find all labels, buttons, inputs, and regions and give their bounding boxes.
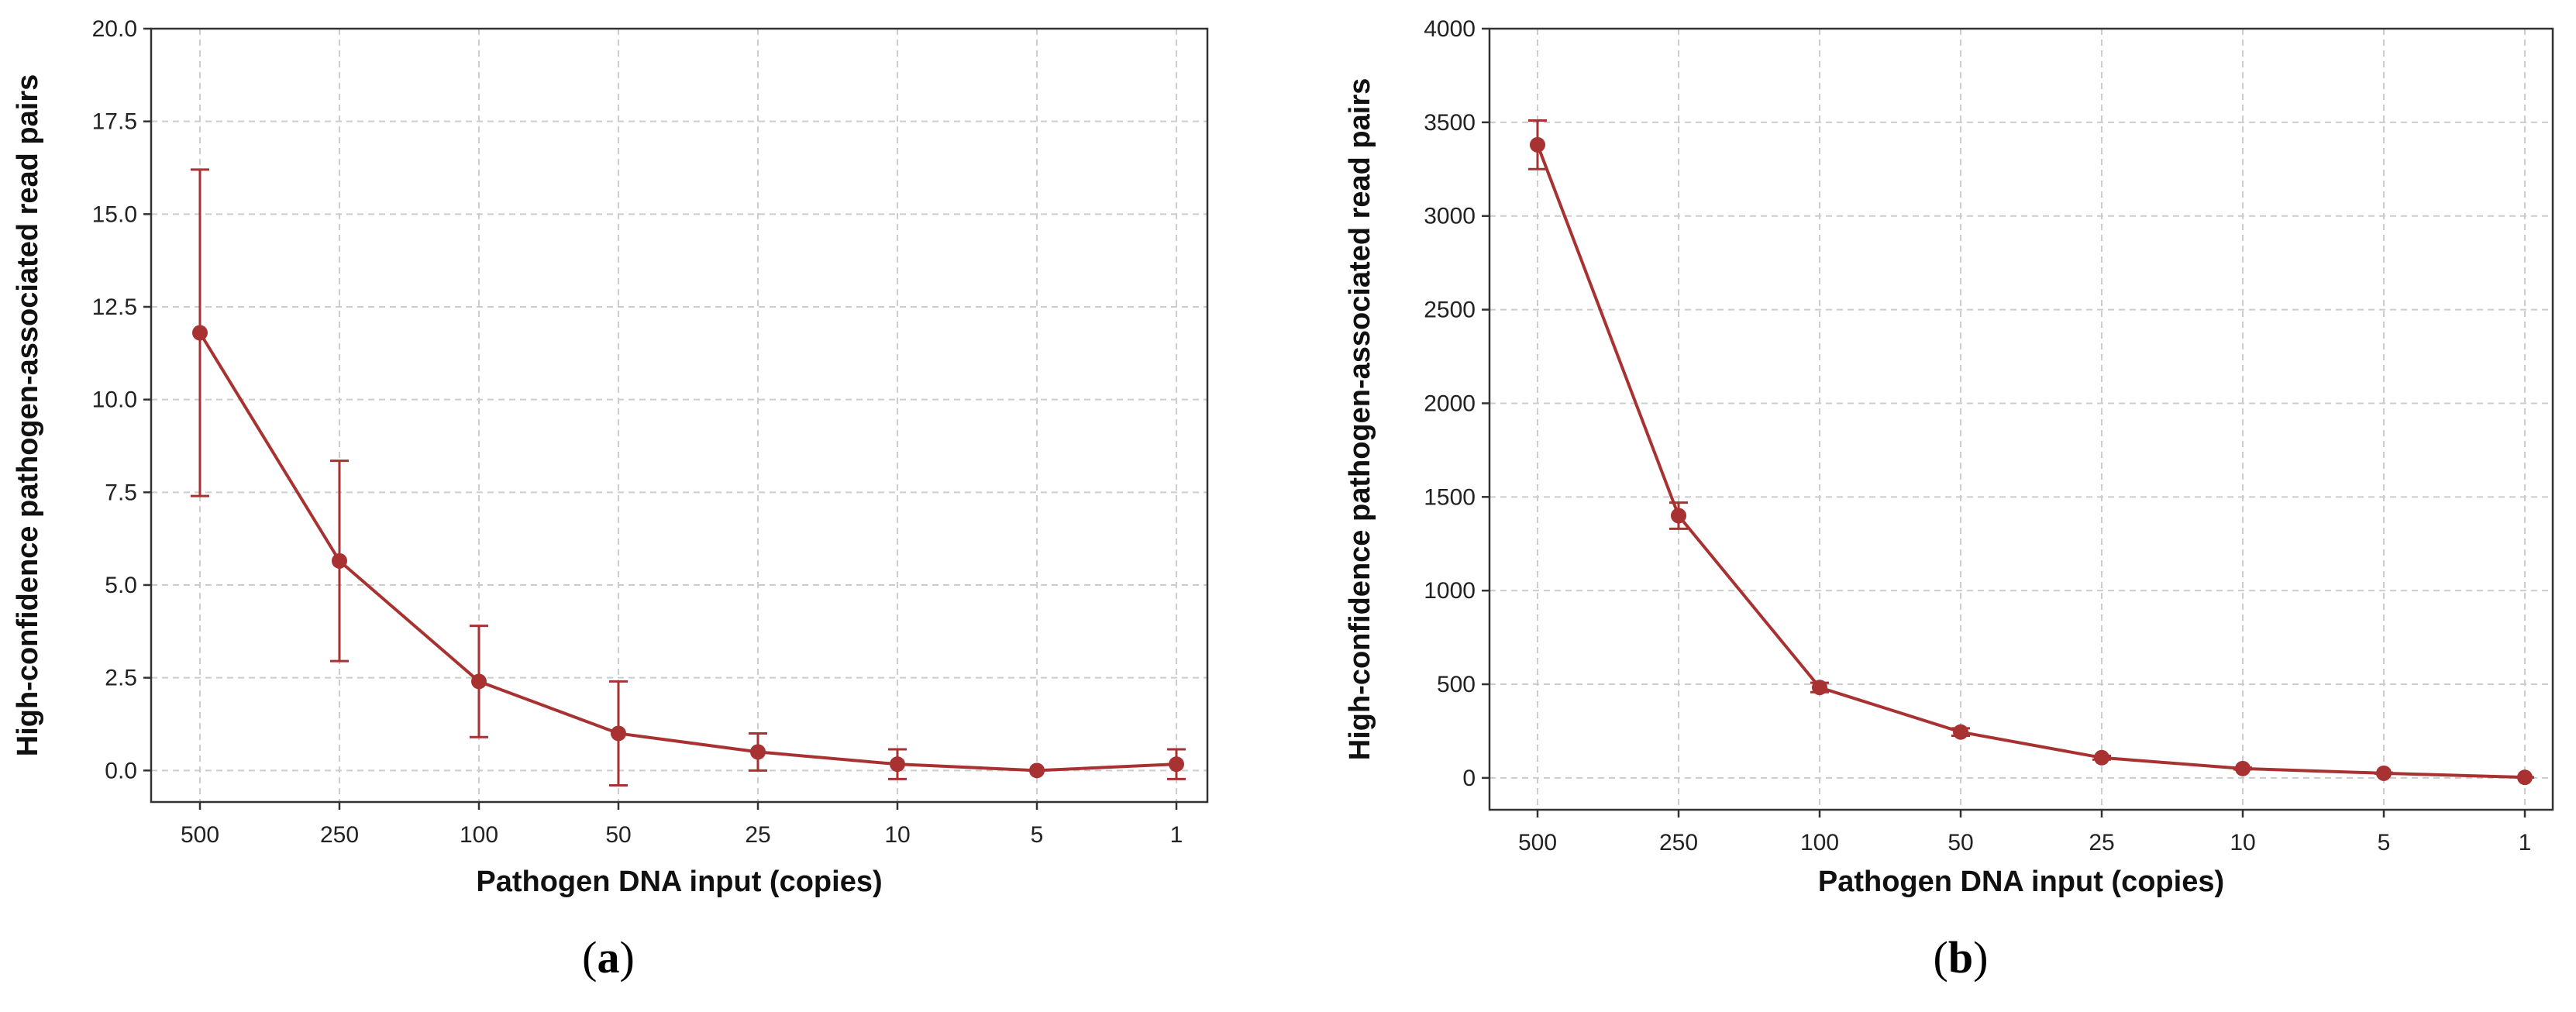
data-point	[2517, 769, 2533, 786]
x-tick-label: 25	[745, 822, 770, 848]
y-tick-label: 3500	[1424, 110, 1476, 136]
x-tick-label: 1	[2519, 830, 2532, 855]
y-tick-label: 17.5	[92, 109, 137, 135]
x-tick-label: 5	[2378, 830, 2391, 855]
y-tick-label: 2.5	[105, 666, 137, 691]
x-tick-label: 10	[2230, 830, 2255, 855]
data-point	[611, 725, 626, 742]
x-tick-label: 5	[1031, 822, 1044, 848]
plot-frame	[150, 27, 1209, 804]
data-point	[1169, 756, 1184, 773]
x-axis-label: Pathogen DNA input (copies)	[1818, 866, 2224, 898]
data-point	[750, 744, 766, 760]
plot-frame	[1488, 27, 2554, 811]
x-tick-label: 250	[1659, 830, 1698, 855]
y-tick-label: 20.0	[92, 16, 137, 42]
data-point	[332, 552, 347, 569]
y-axis-ticks: 0 500 1000 1500 2000 2500 3000 3500 4000	[1424, 16, 1489, 791]
data-point	[2376, 765, 2392, 781]
x-axis-ticks: 500 250 100 50 25 10 5 1	[1518, 810, 2531, 855]
chart-panel-a: 0.0 2.5 5.0 7.5 10.0 12.5 15.0 17.5 20.0 500 250 10…	[12, 16, 1209, 983]
data-point	[1530, 136, 1545, 153]
data-point	[1029, 762, 1045, 779]
data-point	[890, 756, 905, 773]
y-tick-label: 2000	[1424, 391, 1476, 416]
gridlines	[1489, 28, 2553, 810]
y-tick-label: 10.0	[92, 387, 137, 413]
x-axis-ticks: 500 250 100 50 25 10 5 1	[181, 802, 1183, 848]
y-tick-label: 0.0	[105, 758, 137, 783]
data-point	[1812, 680, 1827, 696]
caption-letter: b	[1948, 932, 1973, 983]
caption-close-paren: )	[620, 932, 635, 983]
y-tick-label: 12.5	[92, 294, 137, 320]
panel-caption: (a)	[582, 932, 635, 983]
y-tick-label: 1000	[1424, 578, 1476, 604]
data-points	[192, 325, 1184, 779]
chart-panel-b: 0 500 1000 1500 2000 2500 3000 3500 4000 500 250 10…	[1288, 0, 2576, 1012]
y-tick-label: 5.0	[105, 573, 137, 598]
x-tick-label: 500	[1518, 830, 1557, 855]
x-tick-label: 250	[320, 822, 359, 848]
y-axis-label: High-confidence pathogen-associated read…	[12, 74, 44, 757]
caption-open-paren: (	[1934, 932, 1948, 983]
caption-close-paren: )	[1973, 932, 1988, 983]
data-points	[1530, 136, 2533, 786]
y-tick-label: 7.5	[105, 480, 137, 505]
y-tick-label: 0	[1462, 766, 1476, 791]
x-tick-label: 1	[1170, 822, 1183, 848]
gridlines	[151, 28, 1207, 802]
data-point	[1953, 724, 1968, 740]
x-tick-label: 50	[605, 822, 631, 848]
y-tick-label: 15.0	[92, 201, 137, 227]
y-tick-label: 3000	[1424, 204, 1476, 229]
data-point	[2235, 760, 2251, 776]
data-point	[2094, 749, 2109, 766]
y-tick-label: 4000	[1424, 16, 1476, 42]
y-axis-label: High-confidence pathogen-associated read…	[1344, 78, 1376, 761]
x-axis-label: Pathogen DNA input (copies)	[476, 866, 882, 898]
panel-caption: (b)	[1934, 932, 1989, 983]
x-tick-label: 100	[460, 822, 498, 848]
y-tick-label: 2500	[1424, 298, 1476, 323]
x-tick-label: 10	[884, 822, 910, 848]
y-axis-ticks: 0.0 2.5 5.0 7.5 10.0 12.5 15.0 17.5 20.0	[92, 16, 151, 783]
y-tick-label: 1500	[1424, 484, 1476, 510]
x-tick-label: 50	[1947, 830, 1973, 855]
x-tick-label: 100	[1800, 830, 1839, 855]
data-point	[1671, 508, 1686, 524]
caption-letter: a	[598, 932, 620, 983]
series-line	[1536, 144, 2526, 780]
caption-open-paren: (	[582, 932, 597, 983]
x-tick-label: 25	[2089, 830, 2114, 855]
data-point	[192, 325, 208, 341]
x-tick-label: 500	[181, 822, 219, 848]
y-tick-label: 500	[1437, 672, 1476, 697]
series-line	[198, 332, 1177, 773]
data-point	[471, 673, 487, 690]
